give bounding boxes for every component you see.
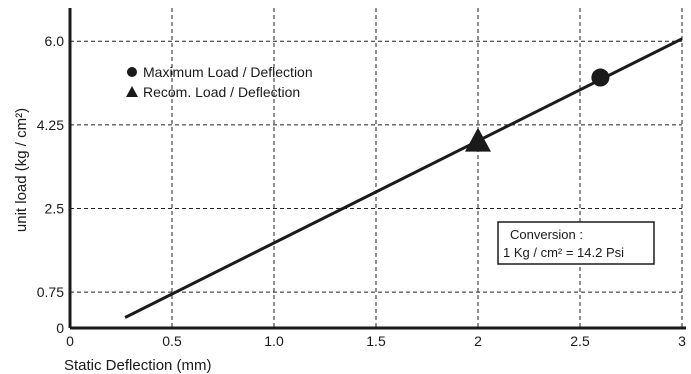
conversion-title: Conversion : <box>510 227 583 242</box>
y-axis-label: unit load (kg / cm²) <box>13 108 30 232</box>
x-tick-label-5: 2.5 <box>570 333 590 349</box>
x-axis-label: Static Deflection (mm) <box>64 357 212 374</box>
y-tick-label-0: 0 <box>56 320 64 336</box>
load-deflection-line <box>124 37 683 319</box>
legend-triangle-marker <box>126 86 138 97</box>
x-tick-label-2: 1.0 <box>264 333 284 349</box>
axes <box>68 8 686 330</box>
legend-circle-marker <box>127 67 137 77</box>
legend: Maximum Load / Deflection Recom. Load / … <box>126 64 313 100</box>
recommended-load-point <box>465 127 491 152</box>
x-tick-label-6: 3 <box>678 333 686 349</box>
x-tick-label-0: 0 <box>66 333 74 349</box>
plot-area <box>124 37 683 319</box>
y-tick-label-2: 2.5 <box>45 201 65 217</box>
y-tick-label-3: 4.25 <box>37 117 64 133</box>
y-axis-ticks: 0 0.75 2.5 4.25 6.0 <box>37 33 64 336</box>
conversion-note: Conversion : 1 Kg / cm² = 14.2 Psi <box>497 221 655 265</box>
y-tick-label-4: 6.0 <box>45 33 65 49</box>
maximum-load-point <box>591 68 610 87</box>
legend-label-maximum: Maximum Load / Deflection <box>143 64 313 80</box>
x-tick-label-1: 0.5 <box>162 333 182 349</box>
x-tick-label-4: 2 <box>474 333 482 349</box>
x-tick-label-3: 1.5 <box>366 333 386 349</box>
grid-lines <box>70 8 683 328</box>
legend-label-recommended: Recom. Load / Deflection <box>143 84 300 100</box>
conversion-box <box>497 221 655 265</box>
x-axis-ticks: 0 0.5 1.0 1.5 2 2.5 3 <box>66 333 686 349</box>
y-tick-label-1: 0.75 <box>37 284 64 300</box>
conversion-formula: 1 Kg / cm² = 14.2 Psi <box>503 245 624 260</box>
